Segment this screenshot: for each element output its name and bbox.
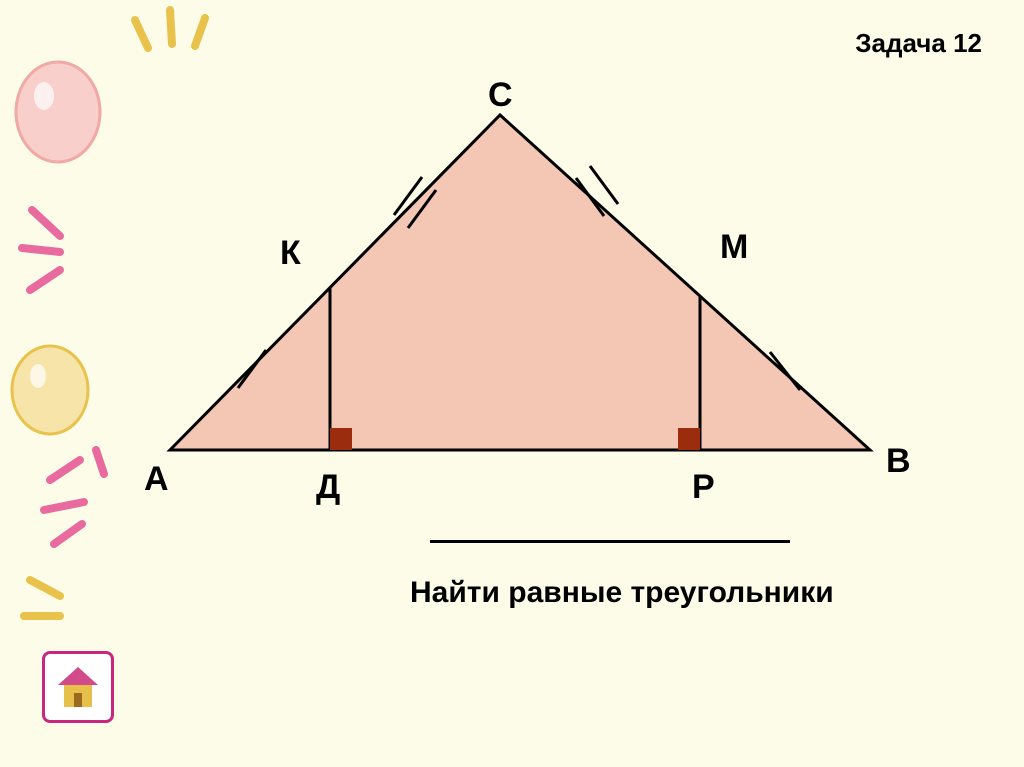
- label-k: К: [280, 234, 301, 273]
- home-button[interactable]: [42, 651, 114, 723]
- triangle-diagram: [0, 0, 1024, 767]
- label-d: Д: [316, 468, 340, 507]
- label-m: М: [720, 228, 748, 267]
- label-a: А: [144, 460, 169, 499]
- right-angle-p: [678, 428, 700, 450]
- answer-line: [430, 540, 790, 543]
- label-p: Р: [692, 468, 715, 507]
- label-c: С: [488, 76, 513, 115]
- prompt-text: Найти равные треугольники: [410, 576, 834, 610]
- triangle-abc: [170, 115, 870, 450]
- home-icon: [52, 661, 104, 713]
- label-b: В: [886, 442, 911, 481]
- right-angle-d: [330, 428, 352, 450]
